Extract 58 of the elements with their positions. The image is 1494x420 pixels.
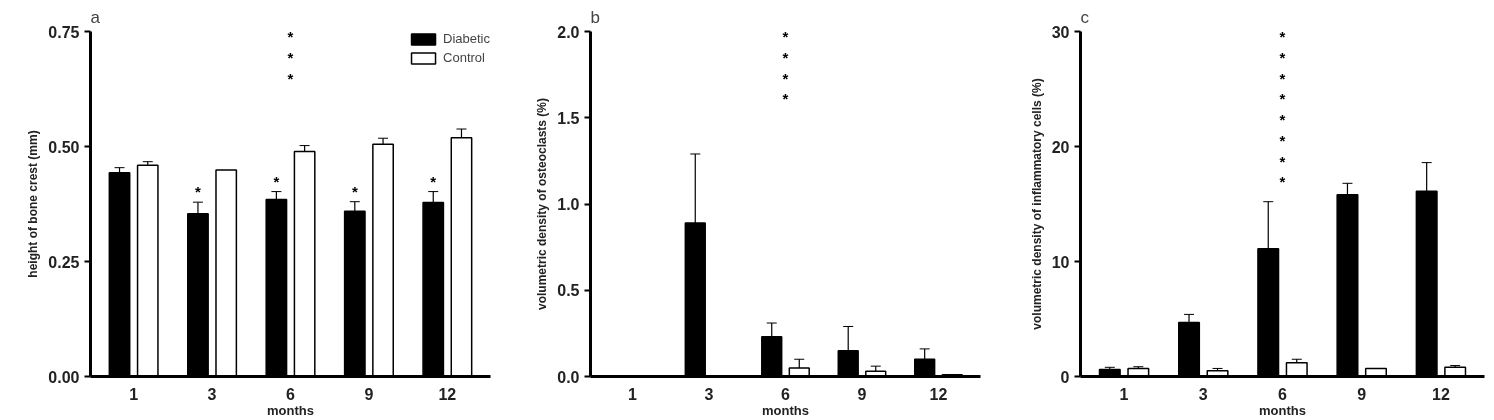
y-tick-label: 0.0 — [557, 368, 580, 386]
y-tick-label: 30 — [1051, 23, 1070, 41]
annotation: * — [273, 172, 280, 190]
annotation: * — [1279, 131, 1286, 149]
annotation: * — [1279, 49, 1286, 66]
annotation: * — [1279, 28, 1286, 46]
x-tick-label: 9 — [364, 385, 374, 403]
annotation: * — [1279, 69, 1286, 87]
annotation: * — [287, 28, 294, 46]
x-axis-title: months — [267, 402, 314, 418]
annotation: * — [782, 49, 789, 66]
x-tick-label: 1 — [1119, 385, 1129, 403]
y-tick-label: 2.0 — [557, 23, 580, 41]
x-tick-label: 12 — [438, 385, 457, 403]
annotation: * — [782, 28, 789, 46]
annotation: * — [287, 69, 294, 87]
annotation: * — [351, 182, 358, 200]
x-tick-label: 12 — [929, 385, 948, 403]
y-axis-title: volumetric density of inflammatory cells (%) — [1029, 78, 1044, 330]
legend-label: Diabetic — [443, 31, 490, 46]
x-tick-label: 9 — [857, 385, 867, 403]
annotation: * — [1279, 90, 1286, 108]
y-tick-label: 0.5 — [557, 282, 580, 300]
y-axis-title: height of bone crest (mm) — [26, 130, 41, 278]
y-tick-label: 0 — [1060, 368, 1070, 386]
y-tick-label: 20 — [1051, 138, 1070, 156]
legend-label: Control — [443, 50, 485, 65]
chart-title: a — [90, 7, 101, 27]
x-tick-label: 9 — [1357, 385, 1367, 403]
chart-title: c — [1080, 7, 1090, 27]
y-tick-label: 1.5 — [557, 109, 580, 127]
y-tick-label: 0.50 — [48, 138, 80, 156]
x-tick-label: 3 — [1198, 385, 1208, 403]
annotation: * — [1279, 152, 1286, 170]
annotation: * — [1279, 173, 1286, 191]
y-tick-label: 10 — [1051, 253, 1070, 271]
x-tick-label: 6 — [781, 385, 791, 403]
y-tick-label: 0.75 — [48, 23, 80, 41]
y-tick-label: 0.00 — [48, 368, 80, 386]
x-tick-label: 6 — [286, 385, 296, 403]
y-tick-label: 1.0 — [557, 196, 580, 213]
annotation: * — [1279, 111, 1286, 129]
annotation: * — [287, 49, 294, 66]
x-tick-label: 3 — [704, 385, 714, 403]
x-axis-title: months — [1259, 402, 1306, 418]
x-axis-title: months — [762, 402, 809, 418]
chart-title: b — [590, 7, 600, 27]
annotation: * — [430, 172, 437, 190]
y-tick-label: 0.25 — [48, 253, 80, 271]
x-tick-label: 3 — [207, 385, 217, 403]
x-tick-label: 6 — [1278, 385, 1288, 403]
x-tick-label: 1 — [129, 385, 139, 403]
annotation: * — [782, 69, 789, 87]
annotation: * — [195, 183, 202, 201]
annotation: * — [782, 90, 789, 108]
y-axis-title: volumetric density of osteoclasts (%) — [535, 97, 550, 311]
x-tick-label: 12 — [1432, 385, 1450, 403]
x-tick-label: 1 — [628, 385, 638, 403]
